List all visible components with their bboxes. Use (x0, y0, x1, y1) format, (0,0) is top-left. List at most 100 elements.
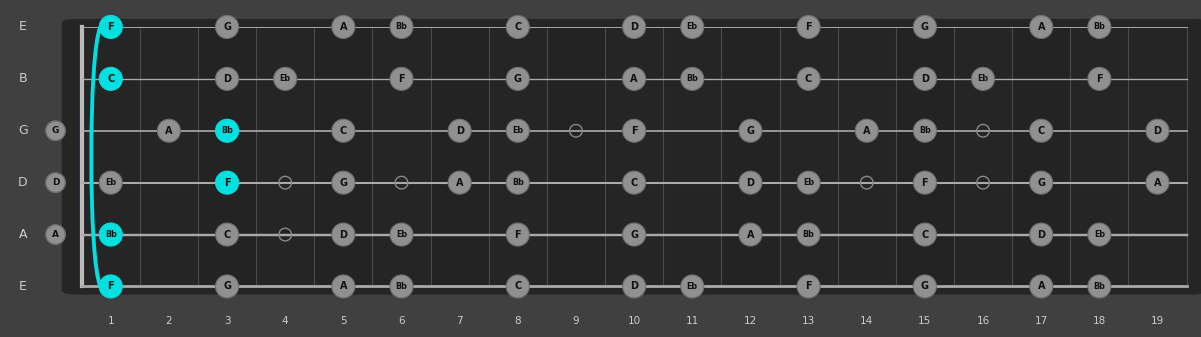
Text: D: D (52, 178, 59, 187)
Ellipse shape (1029, 16, 1053, 38)
Ellipse shape (1088, 223, 1111, 246)
Text: 12: 12 (743, 316, 757, 326)
Ellipse shape (507, 275, 530, 298)
Ellipse shape (681, 275, 704, 298)
Ellipse shape (1029, 223, 1053, 246)
Text: G: G (514, 74, 521, 84)
Ellipse shape (100, 275, 123, 298)
Text: 6: 6 (399, 316, 405, 326)
Ellipse shape (331, 16, 354, 38)
Ellipse shape (215, 171, 239, 194)
Text: Bb: Bb (686, 74, 698, 83)
Ellipse shape (622, 223, 646, 246)
Text: Eb: Eb (106, 178, 116, 187)
Text: G: G (631, 229, 638, 240)
Text: Bb: Bb (395, 23, 407, 31)
Text: D: D (631, 22, 638, 32)
Ellipse shape (46, 173, 65, 192)
Text: C: C (631, 178, 638, 188)
Text: A: A (747, 229, 754, 240)
Bar (1012, 27, 1070, 286)
Ellipse shape (1088, 275, 1111, 298)
Bar (546, 27, 605, 286)
Text: A: A (1154, 178, 1161, 188)
Text: D: D (223, 74, 231, 84)
Ellipse shape (797, 67, 820, 90)
Text: F: F (806, 281, 812, 292)
Text: Bb: Bb (512, 178, 524, 187)
Text: E: E (19, 21, 26, 33)
Text: F: F (107, 281, 114, 292)
Text: 11: 11 (686, 316, 699, 326)
Text: 7: 7 (456, 316, 462, 326)
Text: D: D (1153, 126, 1161, 136)
Text: G: G (1038, 178, 1045, 188)
Ellipse shape (681, 67, 704, 90)
Ellipse shape (507, 171, 530, 194)
Text: A: A (864, 126, 871, 136)
Ellipse shape (215, 16, 239, 38)
Bar (198, 27, 256, 286)
Text: 17: 17 (1034, 316, 1047, 326)
FancyBboxPatch shape (62, 20, 1201, 294)
Text: E: E (19, 280, 26, 293)
Bar (896, 27, 954, 286)
Text: 3: 3 (223, 316, 231, 326)
Text: A: A (52, 230, 59, 239)
Ellipse shape (1029, 171, 1053, 194)
Ellipse shape (797, 16, 820, 38)
Ellipse shape (914, 119, 937, 142)
Ellipse shape (100, 223, 123, 246)
Text: Eb: Eb (687, 282, 698, 291)
Ellipse shape (1146, 119, 1169, 142)
Ellipse shape (1146, 171, 1169, 194)
Text: C: C (921, 229, 928, 240)
Ellipse shape (215, 119, 239, 142)
Ellipse shape (797, 171, 820, 194)
Ellipse shape (390, 223, 413, 246)
Ellipse shape (215, 67, 239, 90)
Text: Bb: Bb (802, 230, 814, 239)
Text: 4: 4 (282, 316, 288, 326)
Ellipse shape (914, 67, 937, 90)
Text: D: D (1038, 229, 1045, 240)
Ellipse shape (739, 223, 761, 246)
Ellipse shape (972, 67, 994, 90)
Text: Bb: Bb (104, 230, 116, 239)
Ellipse shape (914, 223, 937, 246)
Ellipse shape (797, 275, 820, 298)
Text: D: D (747, 178, 754, 188)
Text: C: C (805, 74, 812, 84)
Ellipse shape (507, 67, 530, 90)
Text: G: G (747, 126, 754, 136)
Ellipse shape (331, 171, 354, 194)
Text: Bb: Bb (1093, 23, 1105, 31)
Bar (431, 27, 489, 286)
Text: G: G (223, 22, 231, 32)
Text: Eb: Eb (396, 230, 407, 239)
Ellipse shape (390, 67, 413, 90)
Ellipse shape (855, 119, 878, 142)
Ellipse shape (100, 16, 123, 38)
Text: C: C (223, 229, 231, 240)
Text: G: G (223, 281, 231, 292)
Text: F: F (223, 178, 231, 188)
Ellipse shape (797, 223, 820, 246)
Text: G: G (18, 124, 28, 137)
Text: Eb: Eb (687, 23, 698, 31)
Ellipse shape (739, 119, 761, 142)
Text: G: G (52, 126, 59, 135)
Ellipse shape (507, 223, 530, 246)
Text: 13: 13 (802, 316, 815, 326)
Text: C: C (514, 22, 521, 32)
Ellipse shape (331, 275, 354, 298)
Ellipse shape (331, 223, 354, 246)
Ellipse shape (157, 119, 180, 142)
Ellipse shape (100, 171, 123, 194)
Text: Eb: Eb (1094, 230, 1105, 239)
Ellipse shape (622, 67, 646, 90)
Text: 18: 18 (1093, 316, 1106, 326)
Text: B: B (18, 72, 28, 85)
Ellipse shape (46, 225, 65, 244)
Text: Bb: Bb (919, 126, 931, 135)
